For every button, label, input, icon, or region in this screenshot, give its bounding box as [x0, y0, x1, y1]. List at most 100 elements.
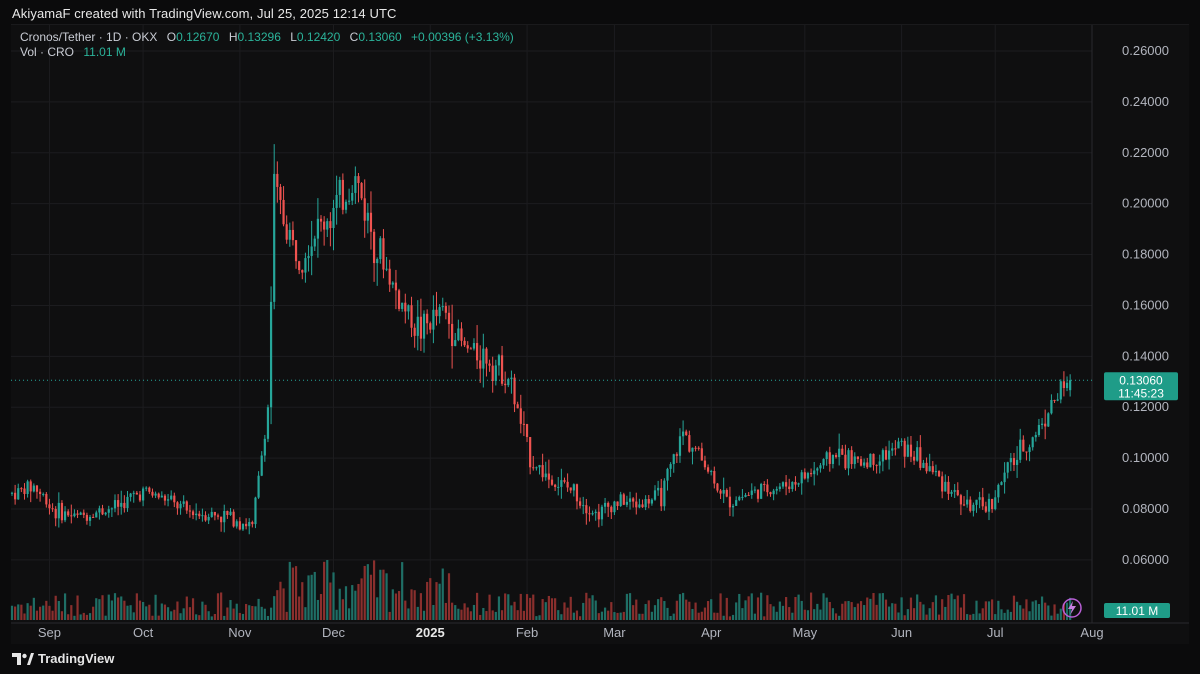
y-tick-label: 0.08000	[1122, 501, 1169, 516]
volume-bar	[45, 600, 48, 620]
volume-bar	[220, 592, 223, 620]
lightning-icon[interactable]	[1062, 598, 1082, 618]
candle-body	[316, 218, 319, 239]
candle-body	[891, 448, 894, 451]
volume-bar	[1053, 604, 1056, 620]
candle-body	[653, 490, 657, 500]
candle-body	[641, 504, 644, 508]
candle-body	[703, 460, 707, 468]
candle-body	[588, 513, 591, 515]
volume-bar	[216, 593, 220, 620]
candle-body	[426, 313, 429, 324]
candle-body	[984, 506, 987, 512]
candle-body	[463, 340, 466, 346]
candle-body	[129, 493, 132, 497]
candle-body	[625, 501, 629, 505]
candle-body	[195, 513, 198, 516]
y-tick-label: 0.18000	[1122, 247, 1169, 262]
close-value: 0.13060	[358, 30, 402, 44]
candle-body	[98, 508, 101, 513]
candle-body	[507, 379, 510, 386]
volume-bar	[407, 608, 410, 620]
candle-body	[447, 312, 451, 324]
candle-body	[522, 423, 526, 425]
candle-body	[850, 450, 853, 465]
candle-body	[260, 455, 263, 476]
candle-body	[138, 494, 142, 501]
volume-bar	[241, 613, 245, 620]
candle-body	[301, 270, 304, 273]
volume-bar	[298, 596, 301, 620]
candle-body	[382, 238, 385, 270]
candle-body	[738, 497, 741, 501]
volume-bar	[519, 593, 522, 620]
volume-bar	[42, 605, 45, 620]
volume-bar	[401, 562, 404, 620]
symbol-label[interactable]: Cronos/Tether · 1D · OKX	[20, 30, 158, 44]
volume-bar	[385, 573, 388, 620]
candle-body	[397, 290, 401, 309]
candle-body	[678, 436, 682, 456]
low-label: L	[290, 30, 297, 44]
candle-body	[1000, 482, 1003, 485]
candle-body	[934, 471, 938, 473]
volume-bar	[875, 604, 878, 620]
volume-bar	[432, 605, 435, 620]
volume-bar	[463, 603, 466, 620]
volume-bar	[57, 601, 60, 620]
open-label: O	[166, 30, 177, 44]
volume-bar	[800, 600, 803, 620]
volume-bar	[1047, 605, 1050, 620]
candle-body	[538, 465, 541, 468]
candle-body	[1065, 382, 1069, 389]
volume-bar	[744, 600, 747, 620]
high-value: 0.13296	[237, 30, 281, 44]
candle-body	[1044, 423, 1047, 427]
volume-bar	[660, 597, 663, 620]
volume-bar	[850, 602, 853, 620]
volume-bar	[906, 609, 909, 620]
volume-bar	[1056, 613, 1059, 620]
candle-body	[76, 513, 79, 515]
volume-bar	[991, 599, 994, 620]
candle-body	[404, 302, 407, 312]
volume-bar	[728, 616, 732, 620]
candle-body	[344, 201, 348, 210]
candle-body	[235, 521, 238, 527]
volume-bar	[619, 612, 622, 620]
volume-bar	[1025, 599, 1028, 620]
candle-body	[1028, 447, 1031, 452]
volume-bar	[859, 601, 863, 620]
volume-bar	[416, 606, 419, 620]
candle-body	[962, 504, 966, 506]
candle-body	[438, 307, 441, 317]
volume-bar	[422, 610, 426, 620]
candle-body	[672, 454, 675, 465]
candle-body	[223, 510, 226, 523]
volume-bar	[338, 588, 341, 620]
candle-body	[207, 516, 210, 521]
volume-bar	[279, 581, 282, 620]
volume-bar	[735, 602, 738, 620]
volume-bar	[60, 611, 64, 620]
volume-bar	[566, 607, 569, 620]
volume-bar	[191, 598, 195, 620]
volume-bar	[391, 589, 394, 620]
volume-bar	[937, 614, 941, 620]
candle-body	[88, 516, 92, 521]
candle-body	[557, 486, 560, 488]
volume-bar	[1015, 601, 1019, 620]
volume-bar	[51, 610, 54, 620]
volume-bar	[669, 615, 672, 620]
candle-body	[569, 487, 572, 491]
volume-bar	[441, 568, 444, 620]
candle-body	[650, 499, 653, 504]
candle-body	[469, 348, 472, 350]
candle-body	[722, 489, 725, 494]
candle-body	[772, 490, 775, 495]
chart-panel[interactable]	[11, 24, 1189, 644]
candle-body	[575, 484, 579, 502]
volume-label[interactable]: Vol · CRO	[20, 45, 75, 59]
